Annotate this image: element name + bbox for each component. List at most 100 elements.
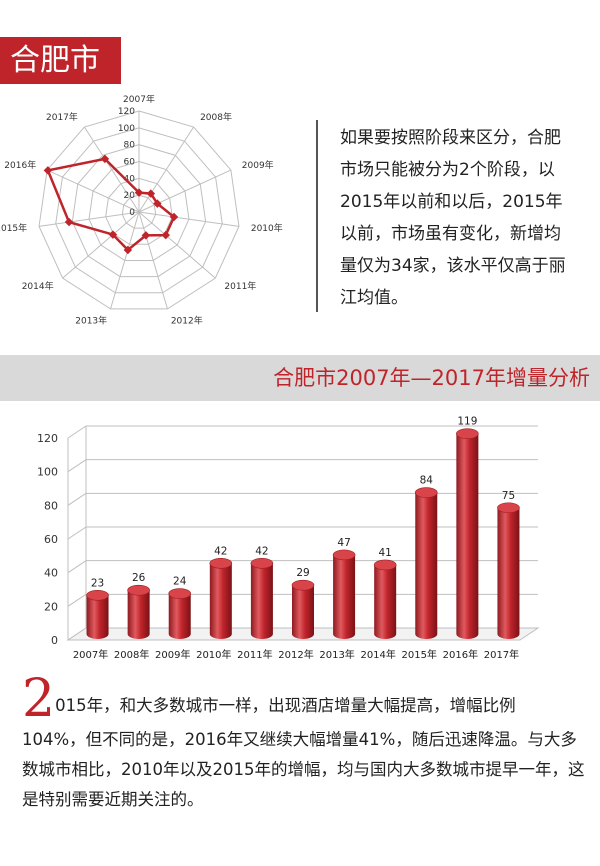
- bar-grid-diagonal: [67, 593, 87, 607]
- bar-data-label: 75: [502, 490, 515, 502]
- bar-top: [291, 579, 315, 591]
- bar-top: [209, 558, 233, 569]
- radar-tick-label: 120: [118, 107, 135, 117]
- bar-y-tick-label: 0: [51, 634, 58, 647]
- radar-category-label: 2012年: [171, 314, 203, 326]
- bar-x-tick-label: 2007年: [73, 648, 108, 661]
- radar-category-label: 2017年: [46, 111, 78, 123]
- bar-x-tick-label: 2016年: [443, 648, 478, 661]
- body-first-line-text: 015年，和大多数城市一样，出现酒店增量大幅提高，增幅比例: [55, 696, 516, 715]
- bar-data-label: 23: [91, 577, 104, 589]
- bar-body: [86, 595, 109, 639]
- bar-body: [292, 585, 314, 639]
- bar-data-label: 26: [132, 572, 146, 584]
- bar-top: [168, 588, 192, 599]
- radar-category-label: 2010年: [251, 222, 283, 234]
- radar-category-label: 2015年: [0, 222, 27, 234]
- radar-category-label: 2008年: [200, 111, 232, 123]
- body-first-line: 2 015年，和大多数城市一样，出现酒店增量大幅提高，增幅比例: [22, 673, 587, 725]
- radar-point: [146, 189, 156, 198]
- bar-top: [86, 589, 109, 601]
- bar-data-label: 41: [378, 547, 391, 559]
- bar-top: [250, 558, 274, 569]
- radar-point: [64, 217, 74, 227]
- radar-category-label: 2007年: [123, 95, 155, 105]
- bar: [168, 588, 192, 639]
- bar-x-tick-label: 2013年: [319, 648, 354, 661]
- radar-point: [108, 230, 118, 239]
- section-band: 合肥市2007年—2017年增量分析: [0, 355, 600, 401]
- bar: [497, 502, 520, 639]
- bar-data-label: 47: [337, 537, 350, 549]
- bar-body: [374, 564, 397, 639]
- bar-x-tick-label: 2010年: [196, 648, 231, 661]
- radar-spoke: [138, 211, 168, 310]
- bar: [456, 428, 479, 639]
- bar-body: [497, 507, 520, 639]
- bar-data-label: 42: [255, 545, 268, 557]
- bar-data-label: 42: [214, 545, 227, 557]
- bar-top: [332, 549, 356, 561]
- radar-spoke: [138, 126, 195, 213]
- bar-top: [456, 428, 479, 439]
- radar-chart: 0 20 40 60 80 100 120 2007年 2008年 2009年 2010年 2011年…: [0, 95, 283, 326]
- radar-tick-label: 0: [129, 208, 135, 218]
- radar-tick-label: 60: [124, 158, 136, 168]
- divider-line: [316, 120, 318, 312]
- radar-spoke: [110, 211, 140, 310]
- bar-x-tick-label: 2015年: [402, 648, 437, 661]
- bar-body: [127, 590, 150, 639]
- bar-y-tick-label: 60: [44, 533, 58, 546]
- radar-point: [123, 245, 133, 255]
- bar-body: [333, 554, 356, 639]
- bar: [86, 589, 109, 639]
- bar: [291, 579, 315, 639]
- section-title: 合肥市2007年—2017年增量分析: [273, 366, 590, 390]
- bar-x-tick-label: 2012年: [278, 648, 313, 661]
- bar-data-label: 119: [457, 416, 477, 428]
- bar: [414, 487, 438, 639]
- bar-grid-diagonal: [67, 526, 87, 540]
- radar-point: [43, 166, 53, 175]
- radar-spoke: [46, 169, 140, 213]
- bar-body: [168, 593, 191, 639]
- bar-top: [497, 502, 520, 514]
- bar-y-tick-label: 80: [44, 499, 58, 512]
- radar-category-label: 2011年: [224, 280, 256, 292]
- radar-grid-ring: [88, 160, 190, 261]
- radar-category-label: 2009年: [242, 159, 274, 171]
- radar-grid-ring: [38, 110, 240, 310]
- bar-grid-diagonal: [67, 492, 87, 506]
- radar-category-label: 2014年: [22, 280, 54, 292]
- radar-point: [134, 188, 144, 197]
- bar-body: [209, 563, 232, 639]
- bar-x-tick-label: 2017年: [484, 648, 519, 661]
- bar-data-label: 29: [296, 567, 309, 579]
- radar-spoke: [138, 211, 240, 227]
- bar-grid-diagonal: [67, 560, 87, 574]
- bar: [373, 559, 397, 639]
- bar-x-tick-label: 2014年: [360, 648, 395, 661]
- bar-top: [414, 487, 438, 498]
- radar-tick-label: 80: [124, 141, 136, 151]
- radar-point: [161, 230, 170, 240]
- intro-paragraph: 如果要按照阶段来区分，合肥市场只能被分为2个阶段，以2015年以前和以后，201…: [340, 128, 566, 308]
- bar-x-tick-label: 2009年: [155, 648, 190, 661]
- radar-point: [169, 212, 179, 222]
- bar-grid-diagonal: [67, 459, 87, 473]
- radar-point: [153, 199, 162, 208]
- bar-x-tick-label: 2011年: [237, 648, 272, 661]
- bar-chart: 0 20 40 60 80 100 120 23 2007年 26 2008年 24 2009年 42 20…: [37, 416, 540, 661]
- radar-grid-ring: [121, 194, 157, 229]
- body-text: 2 015年，和大多数城市一样，出现酒店增量大幅提高，增幅比例 104%，但不同…: [22, 673, 587, 815]
- radar-point: [141, 231, 151, 240]
- bar-x-tick-label: 2008年: [114, 648, 149, 661]
- radar-tick-label: 40: [124, 174, 136, 184]
- bar-y-tick-label: 40: [44, 567, 58, 580]
- bar: [127, 584, 150, 639]
- body-rest-text: 104%，但不同的是，2016年又继续大幅增量41%，随后迅速降温。与大多数城市…: [22, 730, 585, 809]
- bar-y-tick-label: 100: [37, 466, 58, 479]
- radar-spoke: [138, 211, 216, 279]
- bar-data-label: 84: [420, 475, 434, 487]
- radar-grid-ring: [105, 177, 173, 245]
